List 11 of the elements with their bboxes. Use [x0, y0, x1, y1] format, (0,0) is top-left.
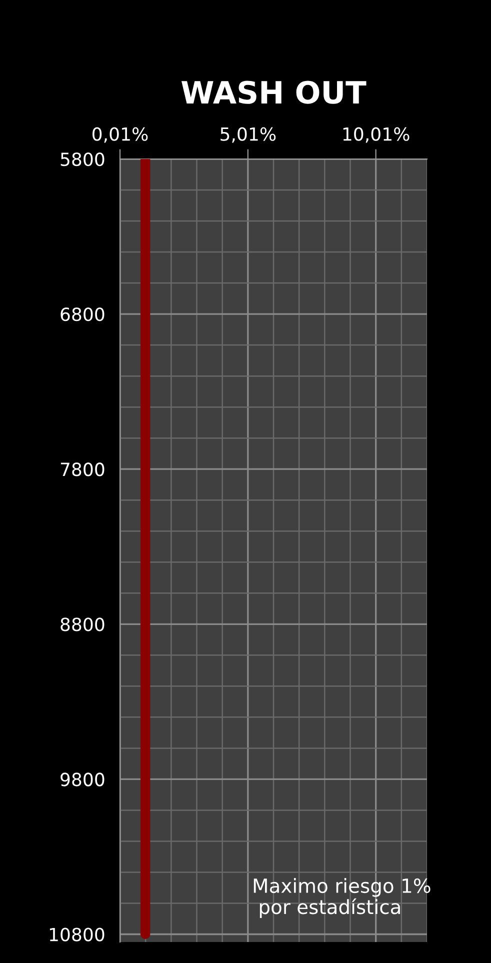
- y-tick-label: 10800: [50, 928, 104, 942]
- annotation: Maximo riesgo 1% por estadística: [254, 878, 430, 918]
- chart-title: WASH OUT: [182, 80, 366, 104]
- y-tick-label: 8800: [60, 618, 104, 632]
- y-tick-label: 5800: [60, 152, 104, 166]
- x-tick-label: 5,01%: [220, 127, 276, 143]
- y-tick-label: 7800: [60, 462, 104, 476]
- x-tick-label: 0,01%: [92, 127, 148, 143]
- x-tick-label: 10,01%: [343, 127, 410, 143]
- y-tick-label: 6800: [60, 308, 104, 322]
- y-tick-label: 9800: [60, 772, 104, 786]
